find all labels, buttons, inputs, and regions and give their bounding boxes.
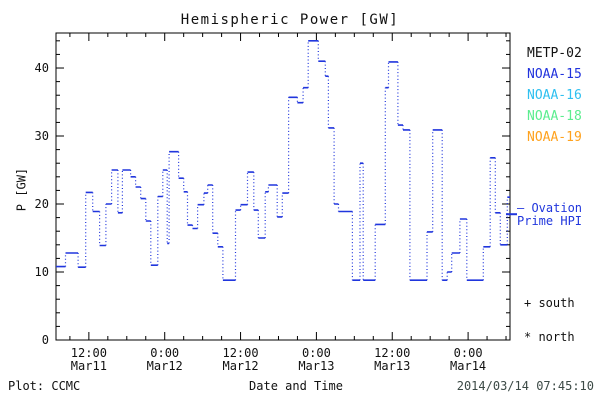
x-tick-date: Mar13	[298, 359, 334, 373]
ovation-line2: Prime HPI	[517, 214, 583, 228]
legend-ovation-prime-hpi: – Ovation Prime HPI	[517, 202, 582, 228]
x-tick-date: Mar13	[374, 359, 410, 373]
legend-item-noaa15: NOAA-15	[527, 67, 582, 82]
x-tick-time: 12:00	[222, 346, 258, 360]
ovation-line1: – Ovation	[517, 201, 583, 215]
legend-item-noaa18: NOAA-18	[527, 109, 582, 124]
x-tick-time: 12:00	[374, 346, 410, 360]
x-tick-date: Mar14	[450, 359, 486, 373]
y-tick-label: 10	[35, 265, 49, 279]
plot-timestamp: 2014/03/14 07:45:10	[456, 379, 594, 393]
legend-item-metp02: METP-02	[527, 46, 582, 61]
x-tick-date: Mar12	[222, 359, 258, 373]
x-tick-date: Mar11	[71, 359, 107, 373]
plot-frame	[55, 32, 511, 341]
axis-ticks	[56, 33, 510, 341]
y-tick-label: 0	[42, 333, 49, 347]
x-tick-time: 12:00	[71, 346, 107, 360]
y-tick-label: 20	[35, 197, 49, 211]
x-tick-time: 0:00	[150, 346, 179, 360]
legend-item-noaa16: NOAA-16	[527, 88, 582, 103]
axis-tick-labels: 12:00Mar110:00Mar1212:00Mar120:00Mar1312…	[35, 61, 487, 373]
chart-title: Hemispheric Power [GW]	[180, 12, 400, 28]
plot-credit: Plot: CCMC	[8, 379, 81, 393]
x-tick-date: Mar12	[147, 359, 183, 373]
x-axis-label: Date and Time	[249, 379, 343, 393]
y-axis-label: P [GW]	[14, 167, 29, 212]
y-tick-label: 40	[35, 61, 49, 75]
legend-south-marker: + south	[524, 296, 575, 310]
legend-north-marker: * north	[524, 330, 575, 344]
hpi-step-line	[56, 40, 510, 281]
x-tick-time: 0:00	[454, 346, 483, 360]
legend-item-noaa19: NOAA-19	[527, 130, 582, 145]
hpi-step-verticals	[64, 40, 508, 281]
x-tick-time: 0:00	[302, 346, 331, 360]
y-tick-label: 30	[35, 129, 49, 143]
